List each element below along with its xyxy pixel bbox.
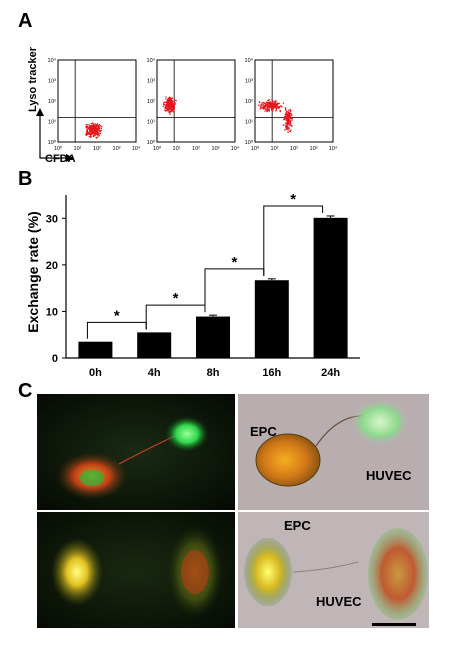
flow-x-tick-label: 10² bbox=[93, 146, 101, 152]
significance-star: * bbox=[114, 307, 120, 324]
flow-cytometry-panel: Lyso tracker CFDA 10⁰10⁰10¹10¹10²10²10³1… bbox=[27, 46, 338, 165]
y-tick-label: 10 bbox=[46, 306, 58, 318]
flow-x-tick-label: 10² bbox=[192, 146, 200, 152]
bar-4h bbox=[137, 332, 172, 358]
huvec-cell bbox=[350, 398, 410, 446]
flow-y-tick-label: 10¹ bbox=[48, 120, 56, 126]
flow-y-tick-label: 10⁴ bbox=[48, 57, 57, 64]
flow-y-tick-label: 10⁰ bbox=[245, 139, 254, 146]
flow-y-tick-label: 10² bbox=[48, 99, 56, 105]
flow-y-tick-label: 10² bbox=[245, 99, 253, 105]
epc-label: EPC bbox=[284, 518, 311, 533]
flow-ylabel: Lyso tracker bbox=[27, 46, 39, 112]
micrograph-merged-top: EPC HUVEC bbox=[238, 394, 429, 510]
flow-x-tick-label: 10⁰ bbox=[153, 145, 162, 152]
flow-events bbox=[162, 96, 177, 115]
significance-star: * bbox=[173, 290, 179, 307]
bar-16h bbox=[254, 280, 289, 358]
scale-bar bbox=[372, 623, 416, 626]
epc-cell bbox=[51, 538, 103, 606]
flow-x-tick-label: 10⁴ bbox=[329, 145, 338, 152]
flow-y-tick-label: 10¹ bbox=[147, 120, 155, 126]
x-tick-label: 24h bbox=[321, 367, 340, 379]
cell-protrusion bbox=[292, 561, 359, 573]
flow-axis-arrowhead-right bbox=[66, 154, 74, 162]
x-tick-label: 8h bbox=[207, 367, 220, 379]
huvec-label: HUVEC bbox=[316, 594, 362, 609]
flow-x-tick-label: 10² bbox=[290, 146, 298, 152]
x-tick-label: 16h bbox=[262, 367, 281, 379]
flow-y-tick-label: 10³ bbox=[48, 79, 56, 85]
flow-events bbox=[258, 98, 293, 133]
flow-x-tick-label: 10⁰ bbox=[251, 145, 260, 152]
micrograph-fluorescence-bottom bbox=[37, 512, 235, 628]
huvec-cell bbox=[368, 528, 428, 620]
significance-bracket bbox=[263, 205, 324, 276]
exchange-rate-chart: Exchange rate (%) 0 10 20 30 0h 4h 8h 16h 24h * *… bbox=[25, 191, 360, 379]
y-tick-label: 0 bbox=[52, 353, 58, 365]
epc-cell bbox=[255, 433, 321, 487]
flow-events bbox=[85, 122, 103, 139]
bar-8h bbox=[196, 316, 230, 358]
flow-x-tick-label: 10¹ bbox=[74, 146, 82, 152]
flow-y-tick-label: 10² bbox=[147, 99, 155, 105]
flow-y-tick-label: 10³ bbox=[147, 79, 155, 85]
huvec-label: HUVEC bbox=[366, 468, 412, 483]
epc-cell bbox=[244, 538, 292, 606]
bar-24h bbox=[313, 217, 348, 358]
micrograph-merged-bottom: EPC HUVEC bbox=[238, 512, 429, 628]
huvec-cell bbox=[165, 416, 209, 452]
flow-y-tick-label: 10⁰ bbox=[48, 139, 57, 146]
flow-y-tick-label: 10⁴ bbox=[147, 57, 156, 64]
flow-x-tick-label: 10⁴ bbox=[132, 145, 141, 152]
flow-x-tick-label: 10³ bbox=[310, 146, 318, 152]
significance-star: * bbox=[290, 191, 296, 208]
micrograph-fluorescence-top bbox=[37, 394, 235, 510]
flow-y-tick-label: 10⁴ bbox=[245, 57, 254, 64]
flow-x-tick-label: 10⁰ bbox=[54, 145, 63, 152]
panel-label-b: B bbox=[18, 168, 33, 190]
y-tick-label: 30 bbox=[46, 213, 58, 225]
panel-label-a: A bbox=[18, 10, 33, 32]
flow-y-tick-label: 10³ bbox=[245, 79, 253, 85]
flow-x-tick-label: 10³ bbox=[212, 146, 220, 152]
significance-star: * bbox=[231, 254, 237, 271]
flow-x-tick-label: 10³ bbox=[113, 146, 121, 152]
flow-x-tick-label: 10¹ bbox=[173, 146, 181, 152]
epc-label: EPC bbox=[250, 424, 277, 439]
bar-0h bbox=[78, 341, 113, 358]
x-tick-label: 4h bbox=[148, 367, 161, 379]
flow-y-tick-label: 10¹ bbox=[245, 120, 253, 126]
panel-label-c: C bbox=[18, 380, 33, 402]
y-tick-label: 20 bbox=[46, 260, 58, 272]
flow-y-tick-label: 10⁰ bbox=[147, 139, 156, 146]
flow-x-tick-label: 10⁴ bbox=[231, 145, 240, 152]
chart-y-axis-label: Exchange rate (%) bbox=[25, 211, 41, 332]
flow-x-tick-label: 10¹ bbox=[271, 146, 279, 152]
flow-axis-arrowhead-up bbox=[36, 108, 44, 116]
flow-axis-arrow bbox=[39, 112, 68, 159]
x-tick-label: 0h bbox=[89, 367, 102, 379]
flow-axis-label-group: Lyso tracker CFDA bbox=[27, 46, 76, 165]
